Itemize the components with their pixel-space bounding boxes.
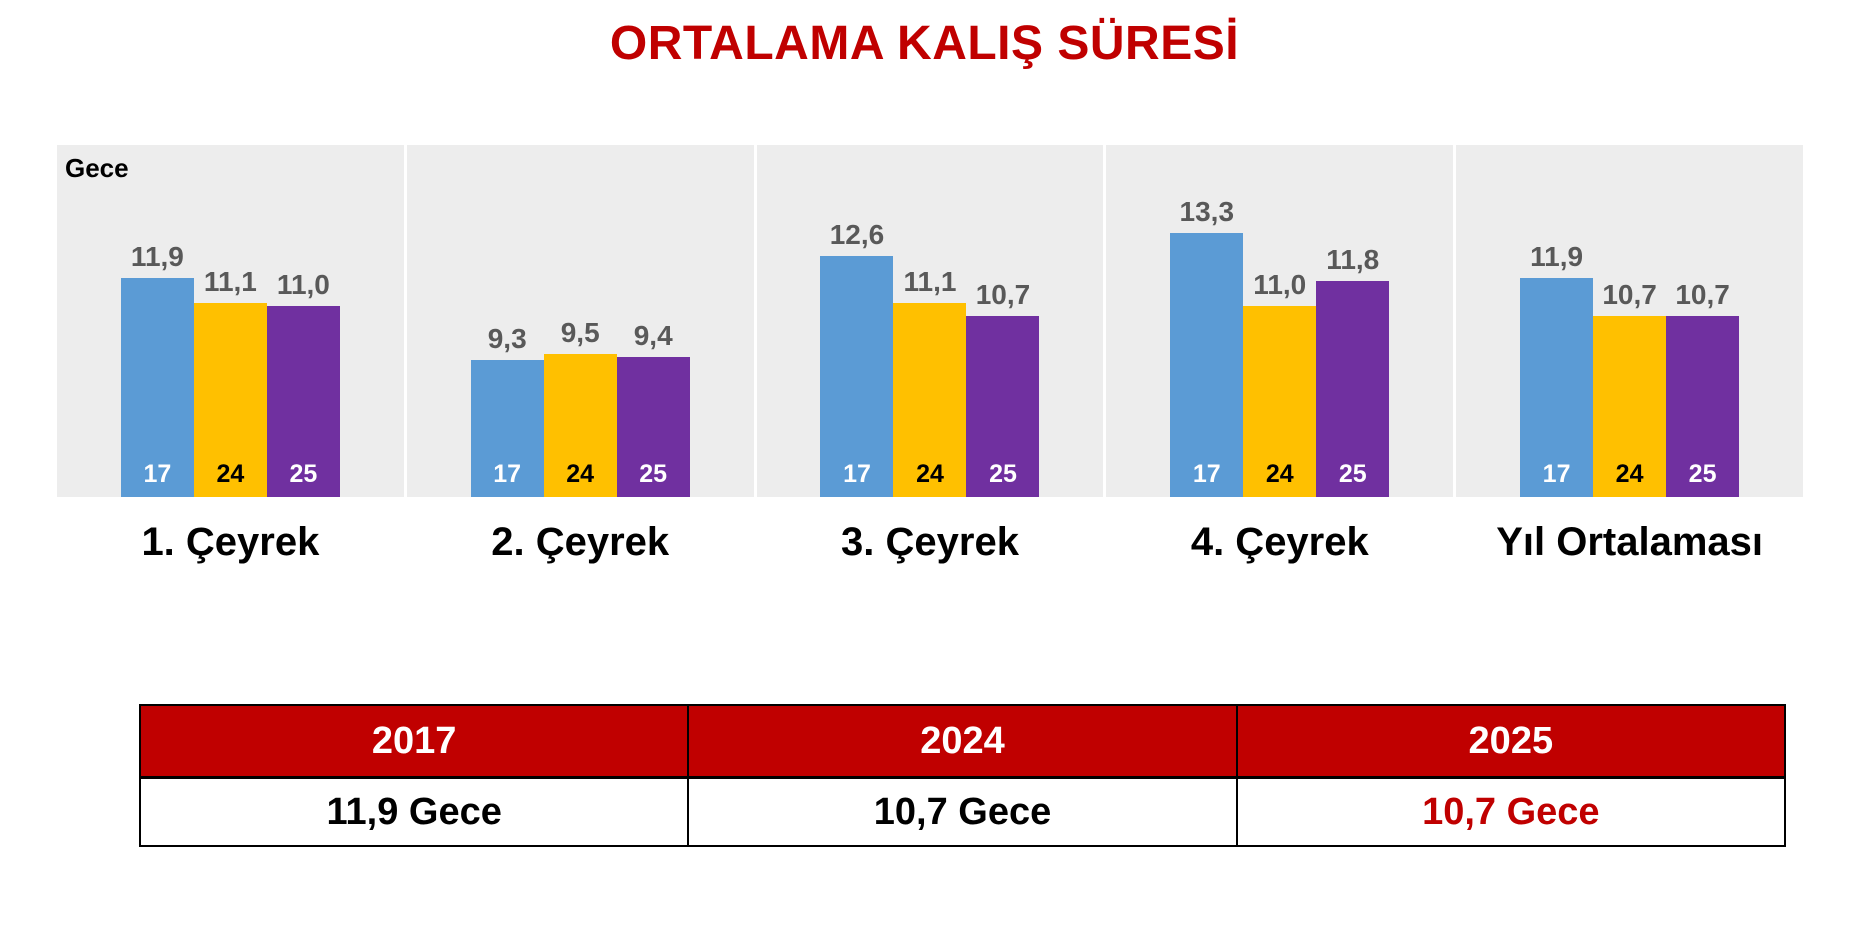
category-labels-row: 1. Çeyrek 2. Çeyrek 3. Çeyrek 4. Çeyrek Yıl … bbox=[57, 520, 1803, 565]
bar-value-label: 11,8 bbox=[1326, 244, 1380, 275]
bar-value-label: 10,7 bbox=[1602, 279, 1657, 310]
summary-value-2024: 10,7 Gece bbox=[687, 776, 1238, 847]
category-label-4: 4. Çeyrek bbox=[1190, 520, 1369, 564]
bar-series-label: 24 bbox=[1265, 460, 1294, 488]
bar-value-label: 11,0 bbox=[1253, 269, 1307, 300]
bar-value-label: 10,7 bbox=[975, 279, 1031, 310]
bar-2025-3-eyrek: 25 bbox=[966, 316, 1040, 497]
bar-2025-4-eyrek: 25 bbox=[1316, 281, 1390, 497]
bar-value-label: 11,1 bbox=[903, 266, 957, 297]
category-label-5: Yıl Ortalaması bbox=[1496, 520, 1763, 564]
bar-2024-4-eyrek: 24 bbox=[1243, 306, 1317, 497]
bar-series-label: 17 bbox=[843, 460, 871, 488]
bar-series-label: 25 bbox=[289, 460, 318, 488]
summary-header-2024: 2024 bbox=[687, 704, 1238, 779]
summary-table-value-row: 11,9 Gece 10,7 Gece 10,7 Gece bbox=[138, 776, 1787, 847]
bar-2017-1-eyrek: 17 bbox=[120, 278, 194, 497]
summary-header-2025: 2025 bbox=[1235, 704, 1787, 779]
bar-2024-y-l-ortalamas-: 24 bbox=[1593, 316, 1667, 497]
category-label-3: 3. Çeyrek bbox=[841, 520, 1019, 564]
bar-series-label: 17 bbox=[1542, 460, 1571, 488]
summary-table: 2017 2024 2025 11,9 Gece 10,7 Gece 10,7 Gece bbox=[138, 704, 1787, 847]
bar-series-label: 17 bbox=[493, 460, 522, 488]
summary-header-2017: 2017 bbox=[138, 704, 690, 779]
chart-panel-1: Gece 17 11,9 24 11,1 25 11,0 bbox=[57, 145, 404, 497]
bar-series-label: 24 bbox=[566, 460, 595, 488]
bar-value-label: 11,0 bbox=[276, 269, 330, 300]
bar-2017-2-eyrek: 17 bbox=[470, 360, 544, 497]
bar-value-label: 10,7 bbox=[1675, 279, 1730, 310]
bar-value-label: 11,9 bbox=[1530, 241, 1584, 272]
bar-series-label: 24 bbox=[216, 460, 245, 488]
bar-2017-4-eyrek: 17 bbox=[1170, 233, 1244, 497]
bar-value-label: 13,3 bbox=[1179, 196, 1235, 227]
bar-series-label: 17 bbox=[1192, 460, 1221, 488]
bar-value-label: 9,5 bbox=[560, 317, 600, 348]
bar-2024-3-eyrek: 24 bbox=[893, 303, 967, 497]
bar-2025-1-eyrek: 25 bbox=[266, 306, 340, 497]
summary-value-2025: 10,7 Gece bbox=[1235, 776, 1787, 847]
chart-panel-5: 17 11,9 24 10,7 25 10,7 bbox=[1456, 145, 1803, 497]
average-stay-bar-chart: Gece 17 11,9 24 11,1 25 11,0 17 9,3 24 9,5 25 9,4 17 1… bbox=[57, 145, 1803, 497]
category-label-1: 1. Çeyrek bbox=[141, 520, 320, 564]
axis-unit-label: Gece bbox=[65, 153, 129, 183]
bar-value-label: 12,6 bbox=[829, 219, 885, 250]
chart-panel-2: 17 9,3 24 9,5 25 9,4 bbox=[406, 145, 754, 497]
bar-2024-1-eyrek: 24 bbox=[193, 303, 267, 497]
bar-value-label: 9,4 bbox=[633, 320, 673, 351]
chart-panel-3: 17 12,6 24 11,1 25 10,7 bbox=[756, 145, 1104, 497]
bar-series-label: 25 bbox=[639, 460, 668, 488]
bar-value-label: 9,3 bbox=[487, 323, 527, 354]
bar-series-label: 25 bbox=[989, 460, 1017, 488]
chart-panel-4: 17 13,3 24 11,0 25 11,8 bbox=[1106, 145, 1454, 497]
bar-series-label: 25 bbox=[1688, 460, 1717, 488]
bar-series-label: 24 bbox=[1615, 460, 1644, 488]
summary-table-header-row: 2017 2024 2025 bbox=[138, 704, 1787, 779]
bar-2017-3-eyrek: 17 bbox=[820, 256, 894, 497]
bar-2025-y-l-ortalamas-: 25 bbox=[1666, 316, 1740, 497]
bar-2017-y-l-ortalamas-: 17 bbox=[1520, 278, 1594, 497]
summary-value-2017: 11,9 Gece bbox=[138, 776, 690, 847]
bar-2024-2-eyrek: 24 bbox=[543, 354, 617, 497]
bar-series-label: 25 bbox=[1338, 460, 1367, 488]
bar-series-label: 24 bbox=[916, 460, 944, 488]
bar-series-label: 17 bbox=[143, 460, 172, 488]
bar-value-label: 11,1 bbox=[203, 266, 257, 297]
category-label-2: 2. Çeyrek bbox=[491, 520, 670, 564]
page-title: ORTALAMA KALIŞ SÜRESİ bbox=[609, 17, 1240, 70]
bar-2025-2-eyrek: 25 bbox=[616, 357, 690, 497]
bar-value-label: 11,9 bbox=[130, 241, 184, 272]
